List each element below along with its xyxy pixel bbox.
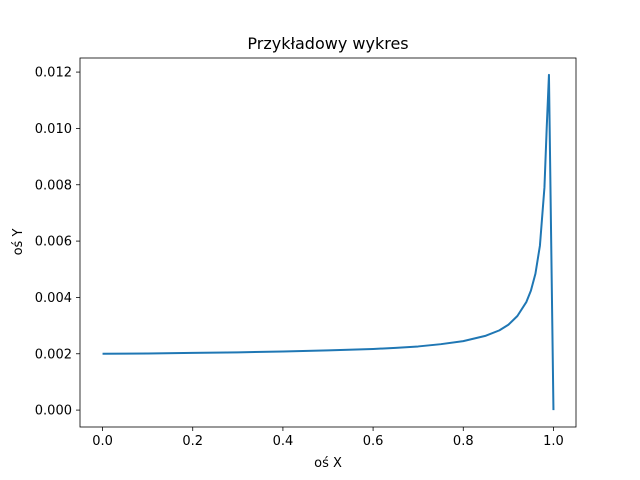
y-tick-label: 0.004 — [35, 291, 72, 306]
series-line — [102, 73, 555, 411]
x-tick-label: 0.2 — [182, 434, 203, 449]
y-tick-label: 0.002 — [35, 347, 72, 362]
chart-title: Przykładowy wykres — [247, 34, 408, 53]
plot-series — [102, 73, 555, 411]
x-axis-title: oś X — [314, 456, 342, 471]
y-tick-label: 0.010 — [35, 122, 72, 137]
x-tick-label: 0.0 — [92, 434, 113, 449]
x-tick-label: 0.4 — [273, 434, 294, 449]
y-tick-label: 0.006 — [35, 235, 72, 250]
plot-area-frame — [79, 57, 577, 428]
x-tick-label: 0.8 — [453, 434, 474, 449]
x-axis-ticks: 0.0 0.2 0.4 0.6 0.8 1.0 — [92, 427, 564, 449]
y-tick-label: 0.000 — [35, 404, 72, 419]
y-tick-label: 0.008 — [35, 178, 72, 193]
y-tick-label: 0.012 — [35, 66, 72, 81]
x-tick-label: 0.6 — [363, 434, 384, 449]
x-tick-label: 1.0 — [543, 434, 564, 449]
y-axis-title: oś Y — [11, 229, 26, 256]
y-axis-ticks: 0.000 0.002 0.004 0.006 0.008 0.010 0.012 — [35, 66, 80, 419]
